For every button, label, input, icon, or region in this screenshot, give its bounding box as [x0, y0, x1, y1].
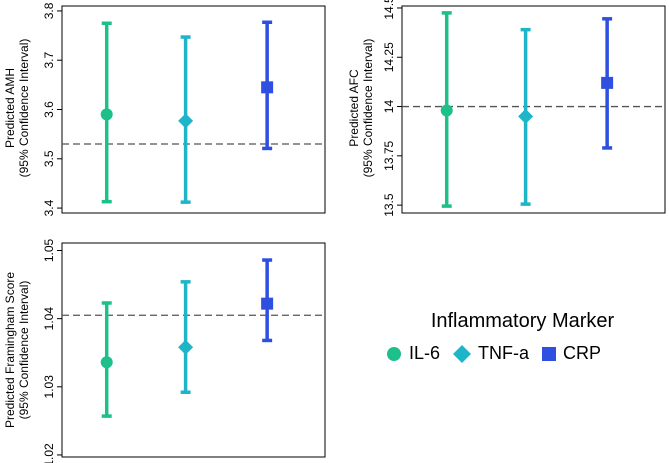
- legend-label-il6: IL-6: [409, 343, 441, 363]
- amh-ylabel-line2: (95% Confidence Interval): [17, 39, 31, 178]
- framingham-plot-frame: [61, 242, 326, 458]
- afc-il6-point: [440, 104, 453, 117]
- diamond-marker-icon: [453, 344, 472, 363]
- afc-ytick-label: 13.75: [382, 140, 396, 170]
- legend: Inflammatory Marker IL-6 TNF-a CRP: [385, 310, 665, 364]
- framingham-crp-point: [261, 297, 274, 310]
- panel-framingham: Predicted Framingham Score (95% Confiden…: [3, 238, 326, 463]
- square-marker-icon: [542, 346, 557, 361]
- framingham-il6-point: [100, 356, 113, 369]
- amh-tnfa-point: [178, 113, 194, 129]
- framingham-ylabel-line2: (95% Confidence Interval): [17, 281, 31, 420]
- legend-label-crp: CRP: [563, 343, 602, 363]
- afc-ytick-label: 13.5: [382, 193, 396, 217]
- amh-plot-frame: [61, 5, 326, 214]
- legend-label-tnfa: TNF-a: [478, 343, 530, 363]
- amh-ytick-label: 3.5: [42, 150, 56, 167]
- framingham-tnfa-point: [178, 339, 194, 355]
- framingham-ylabel-line1: Predicted Framingham Score: [3, 272, 17, 428]
- amh-ytick-label: 3.6: [42, 101, 56, 118]
- panel-amh: Predicted AMH (95% Confidence Interval) …: [3, 2, 326, 216]
- amh-crp-point: [261, 81, 274, 94]
- panel-afc: Predicted AFC (95% Confidence Interval) …: [347, 0, 666, 217]
- legend-items: IL-6 TNF-a CRP: [385, 343, 665, 364]
- framingham-ytick-label: 1.03: [42, 375, 56, 399]
- legend-item-il6: IL-6: [385, 343, 440, 364]
- afc-crp-point: [601, 76, 614, 89]
- amh-ytick-label: 3.7: [42, 52, 56, 69]
- framingham-ytick-label: 1.05: [42, 238, 56, 262]
- legend-item-tnfa: TNF-a: [452, 343, 529, 364]
- afc-ytick-label: 14.5: [382, 0, 396, 20]
- amh-ylabel-line1: Predicted AMH: [3, 68, 17, 148]
- legend-title: Inflammatory Marker: [430, 310, 615, 332]
- amh-ytick-label: 3.4: [42, 199, 56, 216]
- afc-ylabel-line1: Predicted AFC: [347, 69, 361, 147]
- legend-item-crp: CRP: [541, 343, 601, 364]
- framingham-ytick-label: 1.02: [42, 443, 56, 463]
- amh-ytick-label: 3.8: [42, 2, 56, 19]
- afc-tnfa-point: [518, 108, 534, 124]
- circle-marker-icon: [387, 346, 401, 361]
- afc-ylabel-line2: (95% Confidence Interval): [361, 39, 375, 178]
- framingham-ytick-label: 1.04: [42, 307, 56, 331]
- amh-il6-point: [100, 108, 113, 121]
- afc-ytick-label: 14: [382, 100, 396, 114]
- afc-ytick-label: 14.25: [382, 42, 396, 72]
- afc-plot-frame: [401, 5, 666, 214]
